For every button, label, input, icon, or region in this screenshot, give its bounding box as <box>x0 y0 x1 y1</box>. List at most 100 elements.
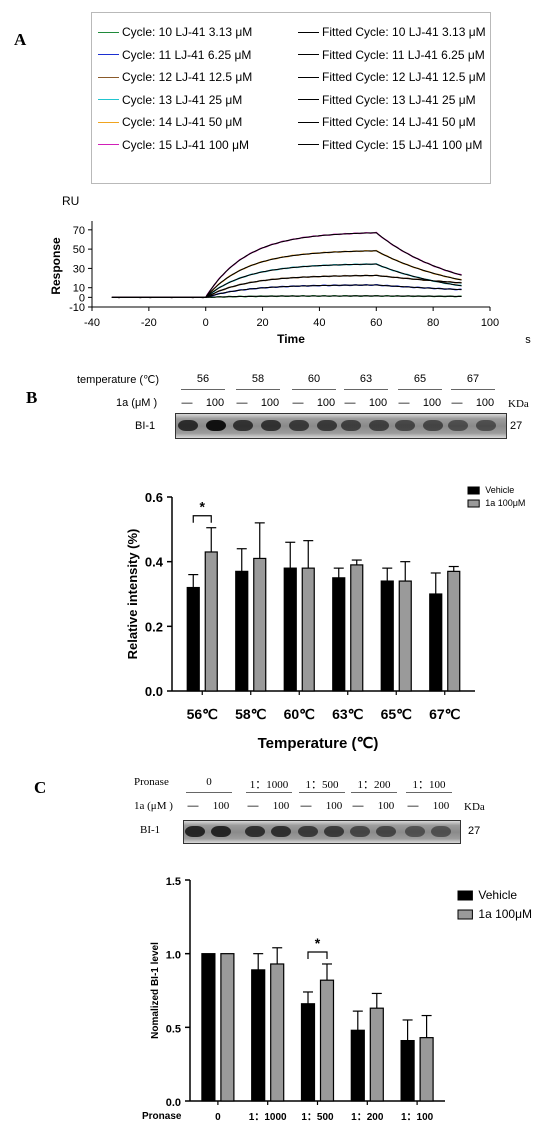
dose-mark: 100 <box>205 397 225 409</box>
protein-band <box>405 826 425 837</box>
temperature-label: 58 <box>251 373 265 385</box>
molecular-weight-label-c: 27 <box>468 825 481 837</box>
pronase-bar-chart: 0.0 0.5 1.0 1.5 0 1：1000 1：500 1：200 1：100 * Nomal… <box>142 876 532 1123</box>
kda-label-c: KDa <box>464 801 485 813</box>
protein-band <box>185 826 205 837</box>
temperature-row-label: temperature (℃) <box>77 374 160 386</box>
x-tick-label: 40 <box>313 317 325 329</box>
dose-mark: 100 <box>316 397 336 409</box>
compound-row-label: 1a (μM ) <box>116 397 158 409</box>
pronase-ratio-label: 1：200 <box>357 779 391 791</box>
vehicle-mark: — <box>292 397 304 409</box>
legend-label: Fitted Cycle: 14 LJ-41 50 μM <box>322 115 476 129</box>
kda-label: KDa <box>508 398 529 410</box>
temperature-label: 60 <box>307 373 321 385</box>
bar <box>235 570 249 692</box>
temperature-underline <box>181 389 225 390</box>
x-axis-title: Pronase <box>142 1111 182 1122</box>
temperature-underline <box>292 389 336 390</box>
dose-mark: 100 <box>377 800 395 812</box>
vehicle-mark: — <box>407 800 419 812</box>
legend-label: Cycle: 13 LJ-41 25 μM <box>122 92 243 107</box>
dose-mark: 100 <box>260 397 280 409</box>
vehicle-mark: — <box>398 397 410 409</box>
y-tick-label: 0.2 <box>145 619 163 634</box>
temperature-label: 65 <box>413 373 427 385</box>
legend-label: Fitted Cycle: 12 LJ-41 12.5 μM <box>322 70 486 84</box>
legend-line-swatch <box>298 76 319 78</box>
bar <box>251 969 266 1102</box>
legend-entry-fitted: Fitted Cycle: 11 LJ-41 6.25 μM <box>298 45 485 65</box>
legend-swatch <box>457 909 473 920</box>
x-tick-label: 1：1000 <box>249 1112 287 1123</box>
bar <box>429 593 443 692</box>
legend-label: Fitted Cycle: 15 LJ-41 100 μM <box>322 137 483 152</box>
significance-star: * <box>315 935 321 951</box>
dose-mark: 100 <box>368 397 388 409</box>
panel-a-letter: A <box>14 30 27 49</box>
legend-label: 1a 100μM <box>485 498 525 508</box>
panel-c-letter: C <box>34 778 47 797</box>
x-tick-label: 0 <box>203 317 209 329</box>
bar <box>380 580 394 692</box>
legend-entry-raw: Cycle: 11 LJ-41 6.25 μM <box>98 45 251 65</box>
bar <box>447 570 461 692</box>
dose-mark: 100 <box>475 397 495 409</box>
legend-label: Cycle: 11 LJ-41 6.25 μM <box>122 47 252 62</box>
pronase-row-label: Pronase <box>134 776 169 788</box>
protein-band <box>448 420 468 431</box>
dose-mark: 100 <box>272 800 290 812</box>
temperature-underline <box>344 389 388 390</box>
western-blot-b <box>175 413 507 439</box>
blot-protein-label-c: BI-1 <box>140 824 161 836</box>
legend-line-swatch <box>98 144 119 145</box>
legend-entry-raw: Cycle: 15 LJ-41 100 μM <box>98 135 249 155</box>
legend-label: Fitted Cycle: 11 LJ-41 6.25 μM <box>322 47 485 62</box>
x-tick-label: 60 <box>370 317 382 329</box>
legend-entry-raw: Cycle: 12 LJ-41 12.5 μM <box>98 67 252 87</box>
dose-mark: 100 <box>422 397 442 409</box>
pronase-ratio-label: 1：500 <box>305 779 339 791</box>
legend-line-swatch <box>298 31 319 33</box>
vehicle-mark: — <box>247 800 259 812</box>
dose-mark: 100 <box>212 800 230 812</box>
x-tick-label: 65℃ <box>381 706 413 722</box>
temperature-underline <box>451 389 495 390</box>
legend-swatch <box>467 499 480 508</box>
molecular-weight-label: 27 <box>510 420 523 432</box>
y-tick-label: 70 <box>73 225 85 237</box>
dose-mark: 100 <box>432 800 450 812</box>
pronase-underline <box>186 792 232 793</box>
significance-bracket <box>192 515 212 523</box>
temperature-label: 63 <box>359 373 373 385</box>
significance-star: * <box>200 499 206 515</box>
y-axis-title: Response <box>49 237 63 295</box>
bar <box>220 953 235 1102</box>
compound-row-label-c: 1a (μM ) <box>134 800 173 812</box>
vehicle-mark: — <box>236 397 248 409</box>
legend-line-swatch <box>98 121 119 123</box>
x-tick-label: 0 <box>215 1112 221 1123</box>
legend-line-swatch <box>298 99 319 100</box>
legend-entry-raw: Cycle: 10 LJ-41 3.13 μM <box>98 22 252 42</box>
vehicle-mark: — <box>187 800 199 812</box>
y-tick-label: 0.6 <box>145 490 163 505</box>
dose-mark: 100 <box>325 800 343 812</box>
legend-label: Cycle: 14 LJ-41 50 μM <box>122 115 243 129</box>
legend-line-swatch <box>98 99 119 100</box>
legend-label: Cycle: 10 LJ-41 3.13 μM <box>122 25 253 39</box>
sensorgram-legend: Cycle: 10 LJ-41 3.13 μM Cycle: 11 LJ-41 6… <box>91 12 491 184</box>
legend-label: Fitted Cycle: 10 LJ-41 3.13 μM <box>322 25 486 39</box>
temperature-underline <box>398 389 442 390</box>
bar <box>300 1003 316 1102</box>
x-tick-label: 1：500 <box>301 1112 334 1123</box>
pronase-ratio-label: 1：100 <box>412 779 446 791</box>
x-axis-title: Time <box>277 332 305 346</box>
series-line-raw <box>111 263 462 299</box>
x-tick-label: 1：200 <box>351 1112 384 1123</box>
pronase-underline <box>406 792 452 793</box>
legend-label: Cycle: 15 LJ-41 100 μM <box>122 137 249 152</box>
protein-band <box>431 826 451 837</box>
protein-band <box>233 420 253 431</box>
western-blot-c <box>183 820 461 844</box>
